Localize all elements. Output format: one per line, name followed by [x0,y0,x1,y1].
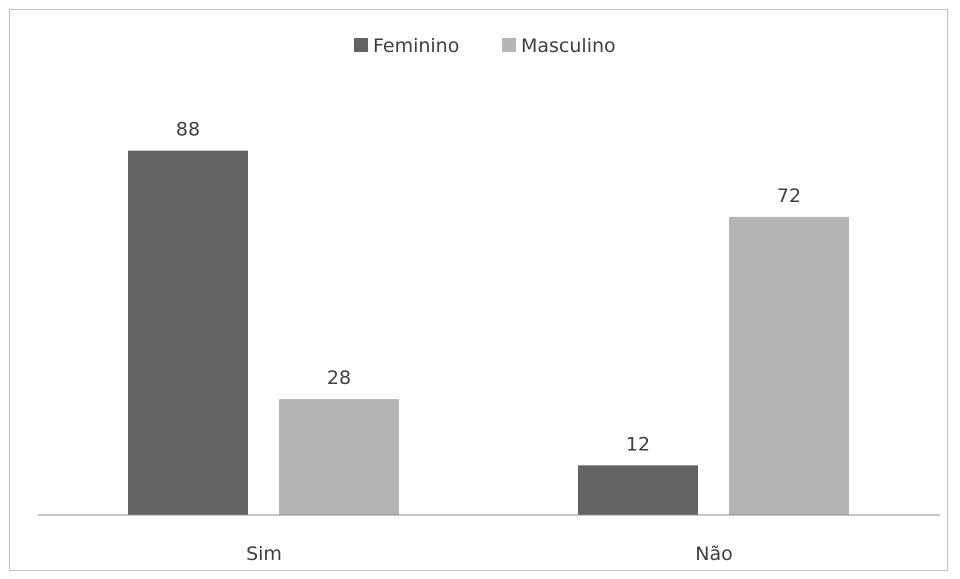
bar-feminino-1 [578,465,698,515]
value-label-feminino-1: 12 [626,433,650,455]
category-label-0: Sim [246,543,282,565]
value-label-masculino-0: 28 [327,367,351,389]
bar-masculino-1 [729,216,849,516]
bar-feminino-0 [128,150,248,515]
value-label-feminino-0: 88 [176,119,200,141]
value-labels-group: 88 28 12 72 [176,119,801,456]
legend-label-feminino: Feminino [373,35,459,57]
category-labels-group: Sim Não [246,543,733,565]
legend-swatch-masculino [502,38,516,52]
bar-masculino-0 [279,399,399,515]
bars-group [128,150,849,516]
value-label-masculino-1: 72 [777,185,801,207]
legend-label-masculino: Masculino [521,35,616,57]
category-label-1: Não [695,543,732,565]
legend: Feminino Masculino [354,35,616,57]
legend-swatch-feminino [354,38,368,52]
